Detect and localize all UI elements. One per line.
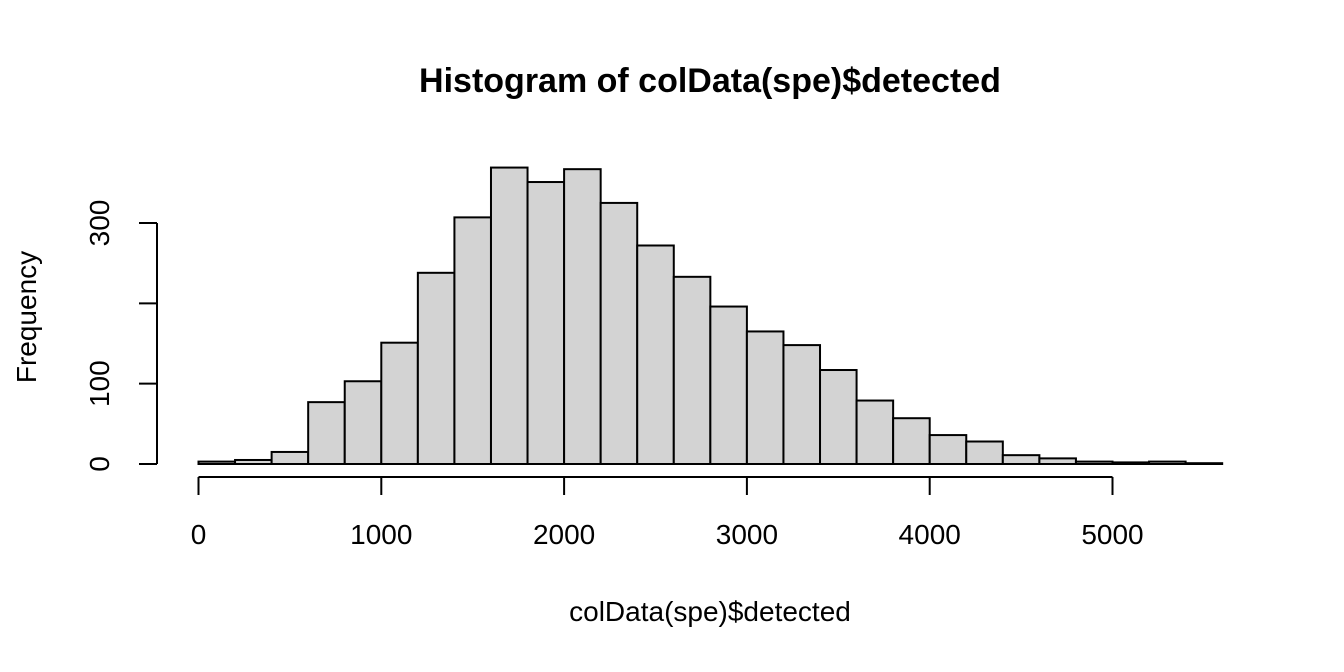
- y-tick-label: 300: [84, 200, 115, 247]
- histogram-bar: [1001, 454, 1041, 465]
- histogram-bar: [270, 450, 310, 466]
- histogram-bar: [965, 440, 1004, 465]
- bars-group: [197, 166, 1224, 466]
- x-tick-label: 4000: [899, 519, 961, 550]
- x-tick-label: 0: [191, 519, 207, 550]
- histogram-bar: [636, 244, 675, 465]
- x-axis: 0 1000 2000 3000 4000 5000: [191, 476, 1144, 550]
- histogram-bar: [709, 305, 748, 465]
- histogram-bar: [563, 168, 602, 465]
- x-tick-label: 3000: [716, 519, 778, 550]
- x-tick-label: 5000: [1081, 519, 1143, 550]
- histogram-bar: [855, 399, 895, 465]
- histogram-bar: [599, 201, 639, 466]
- chart-title: Histogram of colData(spe)$detected: [419, 62, 1001, 100]
- histogram-bar: [672, 275, 712, 465]
- histogram-bar: [307, 401, 346, 466]
- histogram-bar: [416, 271, 456, 465]
- x-axis-label: colData(spe)$detected: [569, 596, 851, 627]
- y-axis: 0 100 300: [84, 200, 158, 472]
- histogram-bar: [892, 417, 931, 465]
- histogram-bar: [819, 369, 858, 466]
- x-tick-label: 2000: [533, 519, 595, 550]
- histogram-bar: [526, 181, 566, 465]
- histogram-bar: [453, 216, 492, 465]
- y-tick-label: 0: [84, 456, 115, 472]
- histogram-bar: [782, 344, 822, 465]
- histogram-bar: [928, 434, 968, 465]
- y-tick-label: 100: [84, 360, 115, 407]
- x-tick-label: 1000: [350, 519, 412, 550]
- y-axis-label: Frequency: [11, 251, 42, 383]
- histogram-bar: [380, 341, 419, 465]
- histogram-bar: [745, 330, 785, 466]
- histogram-bar: [489, 166, 529, 465]
- histogram-bar: [343, 380, 383, 465]
